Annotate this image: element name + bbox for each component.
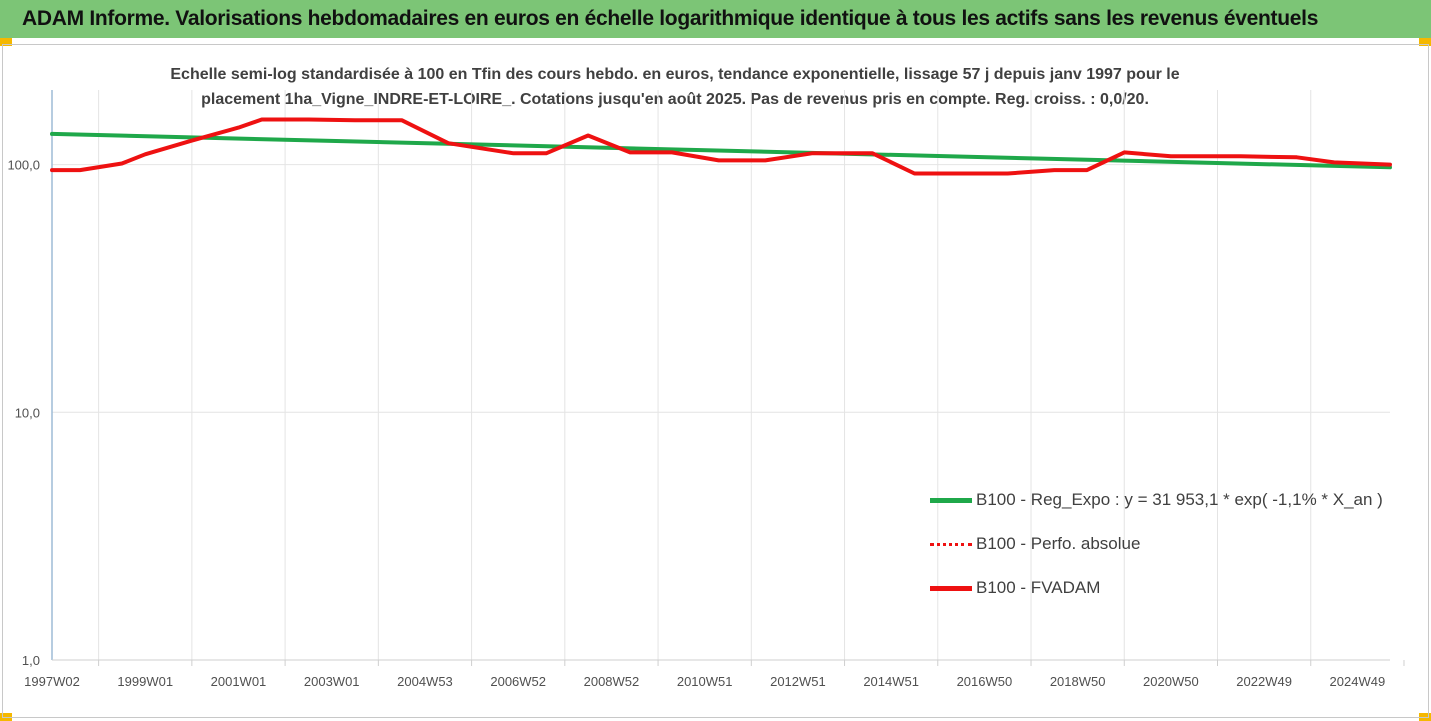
series-line-fvadam [50,117,1392,176]
legend-label-fvadam: B100 - FVADAM [976,578,1101,597]
x-tick-label: 2020W50 [1143,674,1199,689]
x-tick-label: 2022W49 [1236,674,1292,689]
x-tick-label: 2006W52 [490,674,546,689]
x-tick-label: 2001W01 [211,674,267,689]
x-tick-label: 2014W51 [863,674,919,689]
legend-item-regression: B100 - Reg_Expo : y = 31 953,1 * exp( -1… [930,478,1410,522]
x-tick-label: 2018W50 [1050,674,1106,689]
chart-title-line-1: Echelle semi-log standardisée à 100 en T… [170,66,1180,83]
corner-marker-top-left [0,38,12,46]
chart-legend: B100 - Reg_Expo : y = 31 953,1 * exp( -1… [930,478,1410,610]
x-tick-label: 2010W51 [677,674,733,689]
legend-swatch-regression [930,497,972,503]
legend-label-perfo: B100 - Perfo. absolue [976,534,1141,553]
chart-title: Echelle semi-log standardisée à 100 en T… [120,62,1230,112]
legend-label-regression: B100 - Reg_Expo : y = 31 953,1 * exp( -1… [976,490,1383,509]
y-tick-label: 10,0 [15,405,40,420]
x-tick-label: 2004W53 [397,674,453,689]
y-tick-label: 1,0 [22,653,40,668]
x-tick-label: 1999W01 [117,674,173,689]
x-tick-label: 2008W52 [584,674,640,689]
x-tick-label: 2003W01 [304,674,360,689]
x-tick-label: 2016W50 [957,674,1013,689]
legend-swatch-perfo [930,542,972,546]
y-tick-label: 100,0 [7,158,40,173]
series-line-regression [50,131,1392,170]
series-lines [50,117,1392,176]
chart-frame [2,44,1429,718]
legend-item-perfo: B100 - Perfo. absolue [930,522,1410,566]
x-tick-label: 1997W02 [24,674,80,689]
report-title: ADAM Informe. Valorisations hebdomadaire… [22,7,1319,30]
x-tick-label: 2024W49 [1330,674,1386,689]
corner-marker-top-right [1419,38,1431,46]
grid-lines [52,90,1390,661]
x-tick-label: 2012W51 [770,674,826,689]
chart-title-line-2: placement 1ha_Vigne_INDRE-ET-LOIRE_. Cot… [201,91,1149,108]
legend-swatch-fvadam [930,585,972,591]
legend-item-fvadam: B100 - FVADAM [930,566,1410,610]
axes: 1997W02 1999W01 2001W01 2003W01 2004W53 2006W… [7,90,1405,689]
report-banner: ADAM Informe. Valorisations hebdomadaire… [0,0,1431,38]
